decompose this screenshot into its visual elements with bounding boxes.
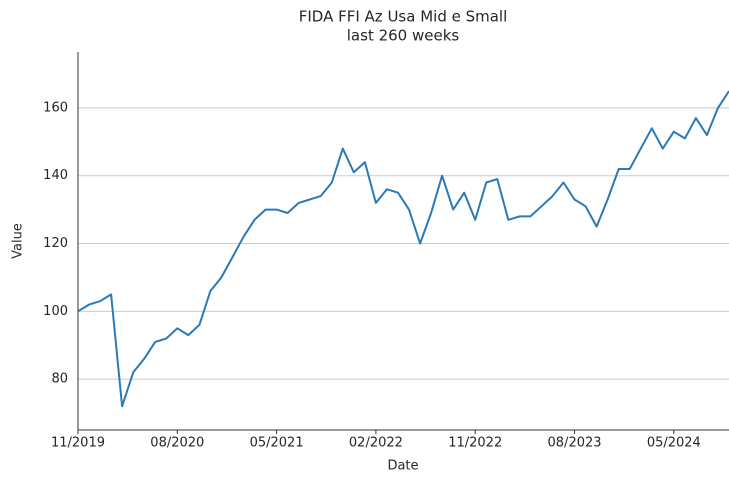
chart-subtitle: last 260 weeks xyxy=(347,27,460,45)
x-tick-label: 02/2022 xyxy=(349,436,403,451)
x-tick-label: 11/2019 xyxy=(51,436,105,451)
x-tick-label: 11/2022 xyxy=(448,436,502,451)
x-tick-label: 05/2024 xyxy=(647,436,701,451)
y-tick-label: 120 xyxy=(43,236,68,251)
y-tick-label: 140 xyxy=(43,168,68,183)
x-tick-label: 08/2020 xyxy=(150,436,204,451)
x-tick-label: 05/2021 xyxy=(250,436,304,451)
y-tick-label: 80 xyxy=(51,372,68,387)
x-axis-label: Date xyxy=(387,459,418,474)
chart-title: FIDA FFI Az Usa Mid e Small xyxy=(299,8,508,26)
x-tick-label: 08/2023 xyxy=(548,436,602,451)
y-axis-label: Value xyxy=(11,223,26,259)
line-series xyxy=(77,90,729,408)
y-tick-label: 160 xyxy=(43,100,68,115)
y-tick-label: 100 xyxy=(43,304,68,319)
